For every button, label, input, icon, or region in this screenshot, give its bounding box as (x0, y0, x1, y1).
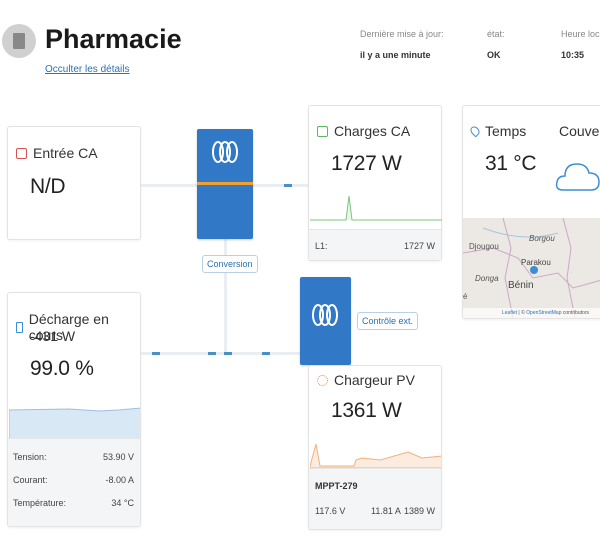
inverter-icon[interactable] (197, 129, 253, 239)
flow-dash (284, 184, 292, 187)
battery-soc-graph (9, 407, 140, 439)
external-control-label[interactable]: Contrôle ext. (357, 312, 419, 330)
plug-icon (16, 147, 27, 159)
ac-loads-line-label: L1: (315, 241, 328, 251)
weather-map[interactable]: Djougou Borgou Parakou Donga Bénin é Lea… (463, 218, 600, 318)
battery-temperature-label: Température: (13, 498, 67, 508)
weather-title: Temps (485, 123, 527, 139)
ac-input-title: Entrée CA (33, 145, 98, 161)
last-update-value: il y a une minute (360, 50, 431, 60)
attribution-leaflet-link[interactable]: Leaflet (502, 310, 518, 316)
battery-temperature-value: 34 °C (111, 498, 134, 508)
ac-loads-sparkline (310, 195, 442, 221)
map-edge-letter: é (463, 292, 468, 301)
map-place-djougou: Djougou (469, 242, 499, 251)
local-time-value: 10:35 (561, 50, 585, 60)
battery-card[interactable]: Décharge en cours -431 W 99.0 % Tension:… (7, 292, 141, 527)
local-time-label: Heure locale (561, 29, 600, 39)
battery-icon (16, 321, 23, 333)
battery-voltage-value: 53.90 V (102, 452, 134, 462)
conversion-label[interactable]: Conversion (202, 255, 258, 273)
battery-current-value: -8.00 A (105, 475, 134, 485)
map-place-benin: Bénin (508, 280, 534, 291)
flow-dash (208, 352, 216, 355)
location-marker (530, 266, 538, 274)
ac-loads-line-value: 1727 W (403, 241, 435, 251)
battery-soc: 99.0 % (30, 357, 94, 380)
pv-charger-value: 1361 W (331, 399, 402, 422)
flow-dash (224, 352, 232, 355)
ac-loads-value: 1727 W (331, 152, 402, 175)
flow-dash (152, 352, 160, 355)
cloud-icon (555, 163, 600, 191)
ac-input-card[interactable]: Entrée CA N/D (7, 126, 141, 240)
weather-temperature: 31 °C (485, 152, 537, 175)
battery-title: Décharge en cours (28, 311, 109, 343)
battery-voltage-label: Tension: (13, 452, 47, 462)
line-input-to-inverter (140, 184, 198, 187)
pv-charger-title: Chargeur PV (334, 372, 415, 388)
line-inverter-to-loads (252, 184, 308, 187)
map-place-parakou: Parakou (521, 258, 551, 267)
map-place-borgou: Borgou (529, 234, 555, 243)
sun-icon (317, 374, 328, 386)
state-value: OK (487, 50, 501, 60)
location-pin-icon (468, 124, 482, 138)
line-inverter-down (224, 238, 227, 354)
outlet-icon (317, 125, 328, 137)
hide-details-link[interactable]: Occulter les détails (45, 64, 130, 75)
weather-card[interactable]: Temps Couvert 31 °C Djougou Borgou Parak… (462, 105, 600, 319)
pv-voltage: 117.6 V (315, 506, 346, 516)
external-control-icon[interactable] (300, 277, 351, 365)
battery-power: -431 W (30, 328, 76, 344)
weather-condition: Couvert (559, 123, 600, 139)
line-battery-bus (140, 352, 300, 355)
last-update-label: Dernière mise à jour: (360, 29, 444, 39)
inverter-power-bar (197, 182, 253, 185)
pv-power: 1389 W (403, 506, 435, 516)
pv-device-name: MPPT-279 (315, 481, 358, 491)
pv-charger-sparkline (310, 443, 441, 469)
site-avatar (2, 24, 36, 58)
state-label: état: (487, 29, 505, 39)
ac-input-value: N/D (30, 175, 66, 198)
battery-current-label: Courant: (13, 475, 48, 485)
ac-loads-title: Charges CA (334, 123, 411, 139)
attribution-osm-link[interactable]: OpenStreetMap (526, 310, 562, 316)
pv-current: 11.81 A (371, 506, 401, 516)
map-attribution: Leaflet | © OpenStreetMap contributors (502, 310, 589, 316)
ac-loads-card[interactable]: Charges CA 1727 W L1: 1727 W (308, 105, 442, 261)
pv-charger-card[interactable]: Chargeur PV 1361 W MPPT-279 117.6 V 11.8… (308, 365, 442, 530)
device-icon (13, 33, 25, 49)
flow-dash (262, 352, 270, 355)
map-place-donga: Donga (475, 274, 499, 283)
page-title: Pharmacie (45, 24, 182, 54)
